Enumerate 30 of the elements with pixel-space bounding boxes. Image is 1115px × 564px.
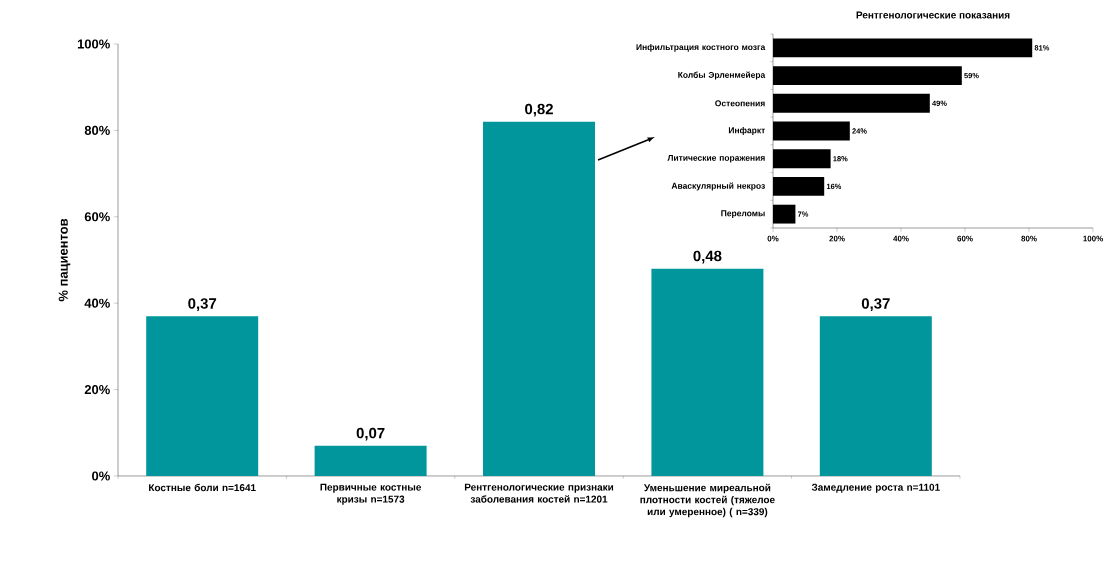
bar	[819, 316, 932, 476]
data-label: 0,48	[693, 250, 722, 264]
bar	[483, 121, 595, 476]
bar	[651, 268, 764, 476]
x-tick-label: Уменьшение миреальной плотности костей (тяжелое или умеренное) ( n=339)	[640, 483, 775, 518]
y-tick-label: Инфильтрация костного мозга	[636, 43, 766, 52]
data-label: 0,37	[188, 298, 217, 311]
y-tick-label: Инфаркт	[728, 127, 765, 135]
x-tick-label: Костные боли n=1641	[149, 483, 256, 492]
y-tick-label: 80%	[84, 125, 110, 135]
data-label: 0,37	[861, 298, 890, 311]
y-tick-label: Остеопения	[715, 100, 765, 107]
y-tick-label: Литические поражения	[667, 154, 765, 163]
y-tick-label: Колбы Эрленмейера	[678, 71, 766, 80]
data-label: 0,07	[356, 427, 385, 441]
y-tick-label: 0%	[92, 471, 110, 481]
y-tick-label: 60%	[84, 212, 110, 222]
y-tick-label: 40%	[84, 298, 110, 308]
x-tick-label: Рентгенологические признаки заболевания костей n=1201	[464, 483, 614, 503]
y-tick-label: 100%	[77, 39, 110, 49]
y-tick-label: Переломы	[721, 210, 765, 218]
chart-title: Рентгенологические показания	[856, 11, 1010, 19]
y-tick-label: 20%	[84, 385, 110, 395]
data-label: 0,82	[525, 103, 553, 117]
x-tick-label: Замедление роста n=1101	[811, 483, 940, 493]
y-tick-label: Аваскулярный некроз	[671, 182, 765, 191]
y-axis-title: % пациентов	[58, 218, 71, 302]
x-tick-label: Первичные костные кризы n=1573	[320, 483, 422, 505]
bar	[146, 316, 259, 476]
bar	[314, 445, 427, 476]
